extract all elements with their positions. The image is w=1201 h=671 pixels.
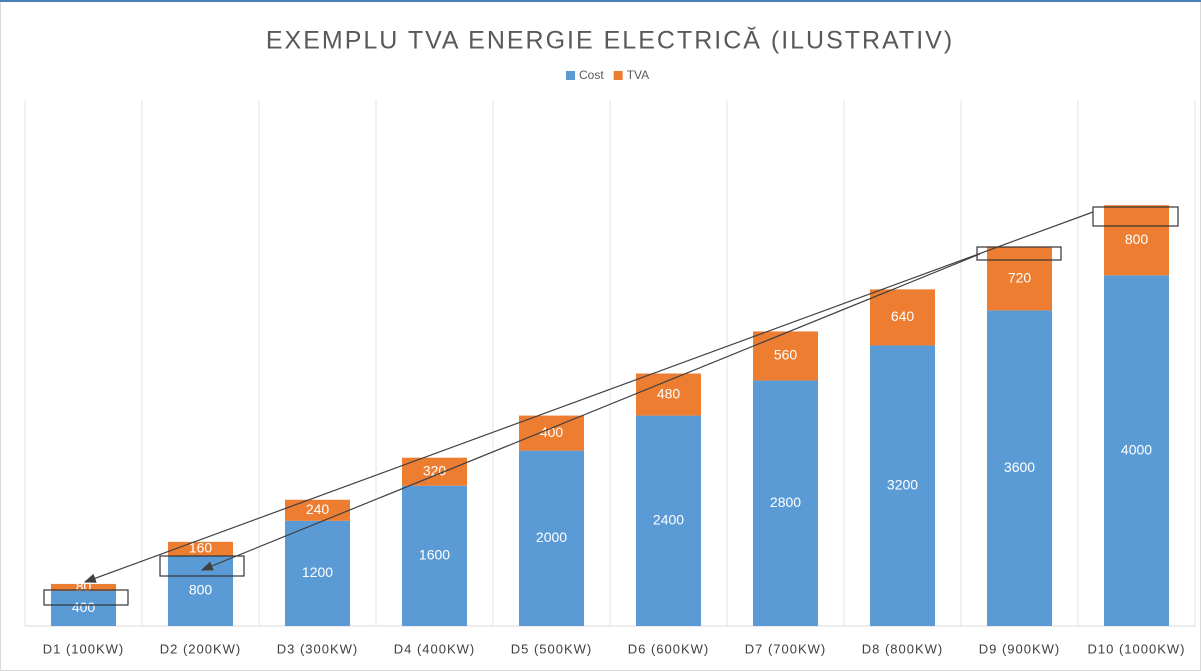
x-tick-label: D3 (300KW) bbox=[277, 641, 359, 656]
value-label: 480 bbox=[657, 385, 681, 401]
bar-segment bbox=[519, 450, 584, 626]
bar-segment bbox=[51, 590, 116, 626]
bar-segment bbox=[519, 415, 584, 451]
bar-segment bbox=[402, 485, 467, 626]
bar-segment bbox=[168, 555, 233, 626]
value-label: 2800 bbox=[770, 494, 801, 510]
highlight-box bbox=[976, 246, 1062, 261]
legend-label: Cost bbox=[579, 68, 604, 82]
value-label: 2000 bbox=[536, 529, 567, 545]
x-tick-label: D4 (400KW) bbox=[394, 641, 476, 656]
arrow bbox=[200, 253, 981, 571]
value-label: 320 bbox=[423, 462, 447, 478]
annotations bbox=[43, 206, 1179, 606]
x-tick-label: D9 (900KW) bbox=[979, 641, 1061, 656]
value-label: 1600 bbox=[419, 547, 450, 563]
value-label: 800 bbox=[1125, 231, 1149, 247]
value-label: 640 bbox=[891, 308, 915, 324]
bar-segment bbox=[636, 415, 701, 626]
value-label: 720 bbox=[1008, 270, 1032, 286]
bar-segment bbox=[51, 583, 116, 591]
value-label: 3200 bbox=[887, 476, 918, 492]
x-tick-label: D10 (1000KW) bbox=[1088, 641, 1186, 656]
value-label: 160 bbox=[189, 540, 213, 556]
legend-label: TVA bbox=[627, 68, 649, 82]
highlight-box bbox=[1092, 206, 1179, 227]
value-label: 4000 bbox=[1121, 441, 1152, 457]
value-label: 800 bbox=[189, 582, 213, 598]
bar-segment bbox=[1104, 205, 1169, 276]
bar-segment bbox=[285, 499, 350, 521]
x-tick-label: D6 (600KW) bbox=[628, 641, 710, 656]
bar-segment bbox=[1104, 275, 1169, 626]
arrow bbox=[83, 211, 1094, 583]
chart-title: EXEMPLU TVA ENERGIE ELECTRICĂ (ILUSTRATI… bbox=[266, 26, 954, 55]
bar-segment bbox=[753, 331, 818, 381]
highlight-box bbox=[43, 589, 129, 606]
highlight-box bbox=[159, 555, 245, 577]
bar-segment bbox=[987, 247, 1052, 311]
value-label: 560 bbox=[774, 347, 798, 363]
value-label: 400 bbox=[540, 424, 564, 440]
legend-swatch bbox=[613, 71, 623, 80]
value-label: 2400 bbox=[653, 512, 684, 528]
bar-segment bbox=[285, 520, 350, 626]
bar-segment bbox=[753, 380, 818, 626]
x-tick-label: D1 (100KW) bbox=[43, 641, 125, 656]
value-label: 1200 bbox=[302, 564, 333, 580]
x-tick-label: D5 (500KW) bbox=[511, 641, 593, 656]
x-tick-label: D8 (800KW) bbox=[862, 641, 944, 656]
x-tick-label: D7 (700KW) bbox=[745, 641, 827, 656]
value-label: 400 bbox=[72, 599, 96, 615]
bar-segment bbox=[870, 345, 935, 626]
legend-swatch bbox=[566, 71, 575, 80]
x-tick-label: D2 (200KW) bbox=[160, 641, 242, 656]
bar-segment bbox=[402, 457, 467, 486]
value-label: 240 bbox=[306, 501, 330, 517]
value-label: 3600 bbox=[1004, 459, 1035, 475]
bar-segment bbox=[987, 310, 1052, 626]
bar-segment bbox=[870, 289, 935, 346]
